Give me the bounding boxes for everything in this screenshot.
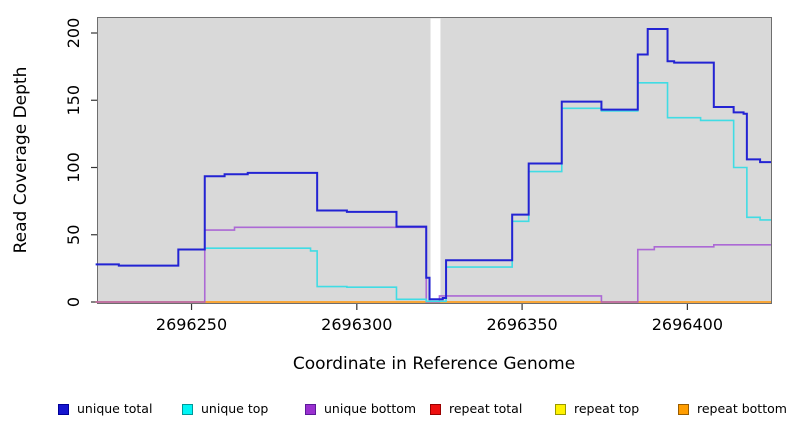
legend-swatch-icon [555,403,566,415]
legend-item-unique-total: unique total [58,399,152,419]
legend-label: unique total [77,401,153,416]
legend-item-unique-top: unique top [182,399,268,419]
legend-item-repeat-bottom: repeat bottom [678,399,787,419]
x-tick-label-3: 2696400 [652,315,723,334]
legend-label: unique bottom [324,401,417,416]
legend-item-repeat-total: repeat total [430,399,522,419]
legend-label: unique top [201,401,269,416]
legend: unique total unique top unique bottom repea… [0,399,792,419]
legend-swatch-icon [430,403,441,415]
legend-label: repeat bottom [697,401,787,416]
legend-swatch-icon [182,403,193,415]
y-axis-title: Read Coverage Depth [11,66,31,254]
x-tick-label-2: 2696350 [486,315,557,334]
x-tick-label-0: 2696250 [156,315,227,334]
legend-swatch-icon [305,403,316,415]
legend-item-unique-bottom: unique bottom [305,399,416,419]
legend-swatch-icon [58,403,69,415]
y-tick-label-0: 0 [64,297,83,307]
legend-item-repeat-top: repeat top [555,399,639,419]
legend-label: repeat top [574,401,640,416]
y-tick-label-1: 50 [64,225,83,245]
y-tick-label-2: 100 [64,152,83,183]
y-tick-label-4: 200 [64,18,83,49]
legend-label: repeat total [449,401,523,416]
coverage-gap-band [430,18,441,303]
series-unique-bottom-line [95,226,771,303]
x-tick-label-1: 2696300 [321,315,392,334]
x-axis-title: Coordinate in Reference Genome [292,354,576,374]
y-tick-label-3: 150 [64,85,83,116]
series-unique-total-line [95,27,771,301]
legend-swatch-icon [678,403,689,415]
